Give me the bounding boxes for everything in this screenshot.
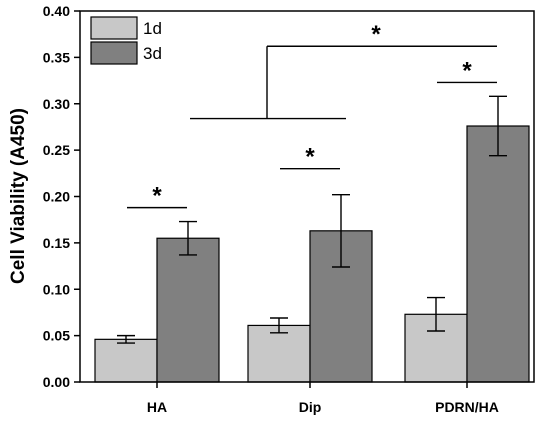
y-tick-label: 0.00: [43, 374, 70, 390]
bar-3d-HA: [156, 237, 220, 383]
y-tick-label: 0.25: [43, 142, 70, 158]
legend-swatch-3d: [90, 41, 138, 65]
y-tick-label: 0.20: [43, 189, 70, 205]
y-tick-label: 0.40: [43, 3, 70, 19]
legend-swatch-1d: [90, 16, 138, 40]
significance-star: *: [305, 144, 315, 171]
significance-star: *: [371, 21, 381, 48]
legend-label-3d: 3d: [143, 44, 162, 63]
x-tick-label: HA: [147, 399, 167, 415]
bar-1d-Dip: [247, 324, 311, 383]
y-tick-label: 0.05: [43, 328, 70, 344]
bar-3d-PDRN/HA: [466, 125, 530, 383]
x-tick-label: Dip: [299, 399, 322, 415]
bar-1d-HA: [94, 338, 158, 383]
significance-star: *: [462, 57, 472, 84]
y-tick-label: 0.30: [43, 96, 70, 112]
y-tick-label: 0.10: [43, 281, 70, 297]
y-tick-label: 0.15: [43, 235, 70, 251]
y-axis-label: Cell Viability (A450): [8, 108, 29, 284]
significance-star: *: [152, 183, 162, 210]
legend-label-1d: 1d: [143, 19, 162, 38]
significance-annotations: * * * *: [127, 21, 497, 210]
x-tick-label: PDRN/HA: [435, 399, 499, 415]
y-tick-label: 0.35: [43, 49, 70, 65]
